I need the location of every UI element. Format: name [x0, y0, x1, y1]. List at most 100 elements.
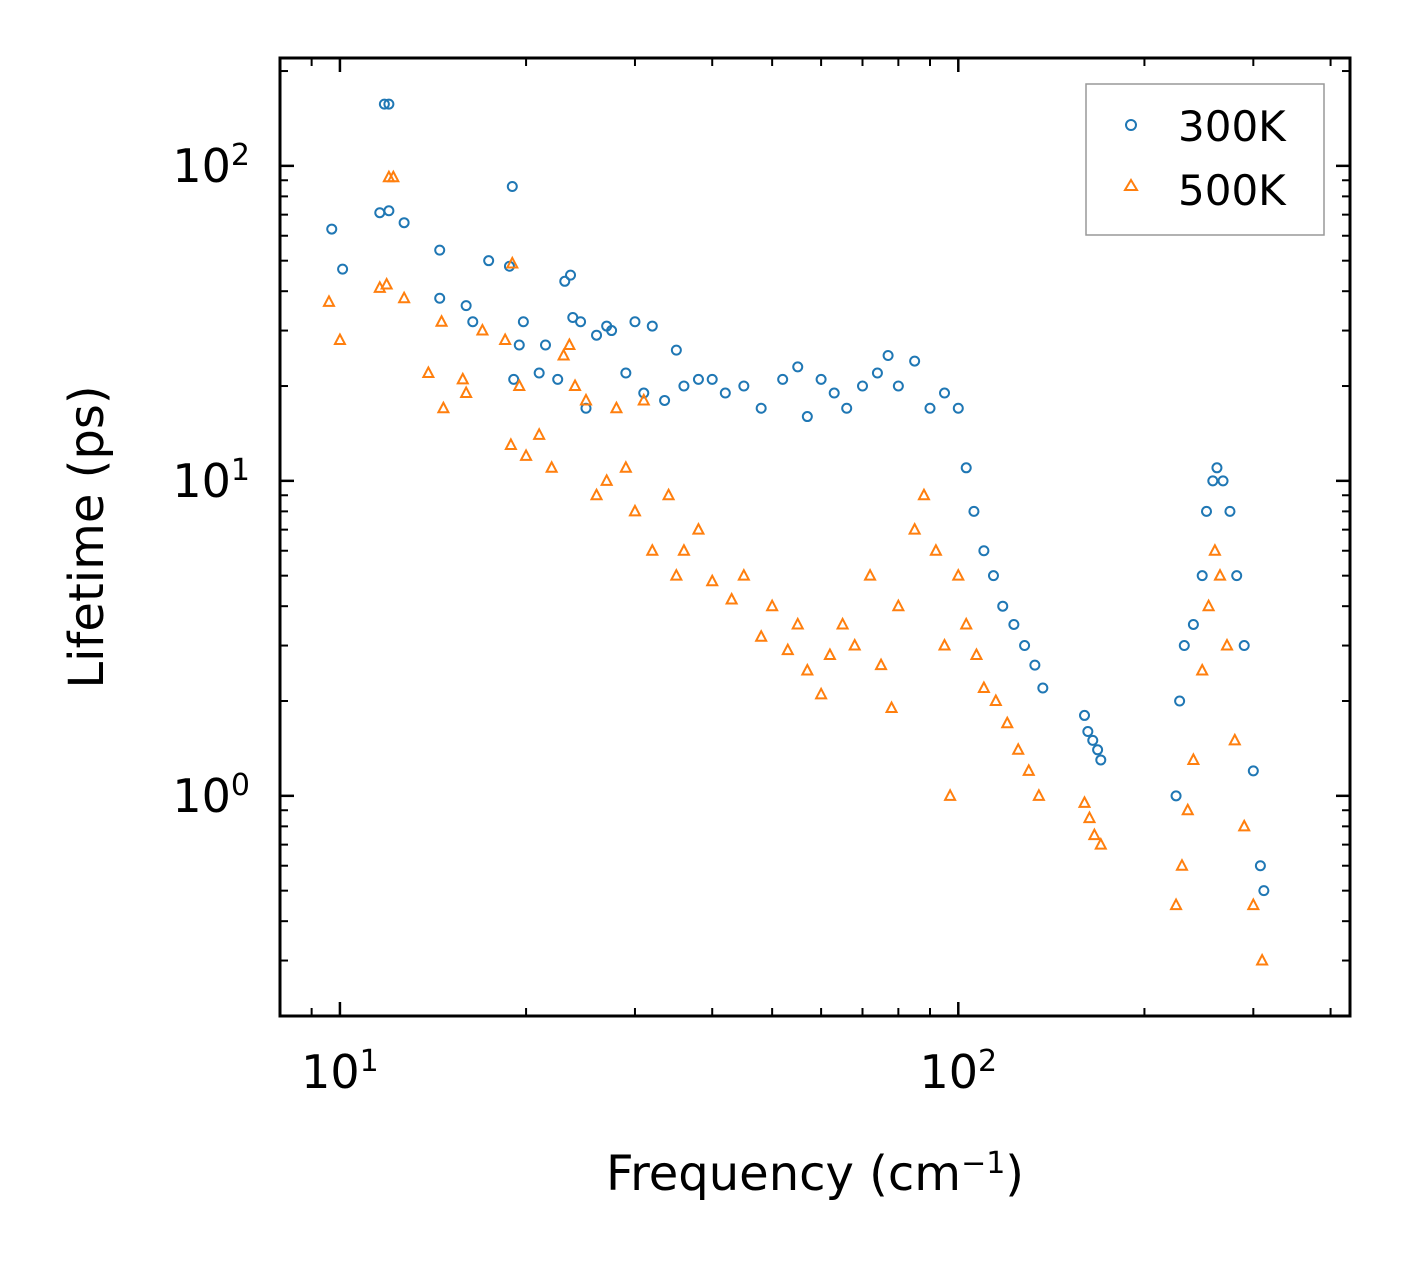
- data-point: [637, 392, 651, 406]
- x-tick-label: 102: [919, 1044, 997, 1100]
- data-point: [1258, 885, 1270, 897]
- data-point: [677, 543, 691, 556]
- data-point: [791, 616, 805, 630]
- data-point: [645, 543, 659, 556]
- data-point: [1037, 682, 1049, 694]
- data-point: [512, 378, 526, 392]
- data-point: [545, 460, 559, 473]
- legend-marker-500k: [1123, 178, 1139, 191]
- y-axis-label: Lifetime (ps): [59, 385, 115, 688]
- data-point: [1255, 952, 1269, 966]
- y-tick-label: 100: [172, 767, 250, 823]
- data-point: [777, 373, 789, 385]
- data-point: [434, 292, 446, 304]
- series-500K: [322, 169, 1269, 966]
- tick-labels: 101 102 100 101 102: [172, 137, 997, 1099]
- data-point: [513, 339, 525, 351]
- data-point: [619, 460, 633, 473]
- data-point: [1082, 810, 1097, 824]
- data-point: [333, 332, 347, 345]
- data-point: [891, 598, 906, 612]
- data-point: [568, 378, 582, 392]
- data-point: [1011, 742, 1025, 755]
- data-point: [629, 316, 641, 328]
- data-point: [929, 543, 943, 556]
- data-point: [483, 255, 495, 267]
- data-point: [379, 276, 394, 290]
- y-tick-label: 101: [172, 452, 250, 508]
- data-point: [337, 263, 349, 275]
- data-point: [460, 300, 472, 312]
- data-point: [1231, 570, 1243, 582]
- data-point: [1022, 763, 1036, 776]
- data-point: [1032, 788, 1046, 801]
- data-point: [765, 598, 779, 612]
- data-point: [951, 568, 965, 581]
- data-point: [939, 387, 951, 399]
- data-point: [579, 392, 593, 406]
- legend-label-500k: 500K: [1178, 166, 1287, 215]
- data-point: [498, 332, 512, 345]
- data-point: [1220, 637, 1234, 651]
- data-point: [638, 387, 650, 399]
- data-point: [421, 365, 436, 378]
- data-point: [892, 380, 904, 392]
- data-point: [533, 367, 545, 379]
- data-point: [505, 255, 519, 269]
- data-point: [871, 367, 883, 379]
- data-point: [609, 400, 624, 414]
- data-point: [997, 600, 1009, 612]
- data-point: [952, 402, 964, 414]
- data-point: [678, 380, 690, 392]
- data-point: [1174, 695, 1186, 707]
- data-point: [1092, 744, 1104, 756]
- data-point: [669, 568, 684, 581]
- data-point: [434, 244, 446, 256]
- data-point: [326, 223, 338, 235]
- data-point: [1224, 505, 1236, 517]
- data-point: [661, 487, 676, 501]
- data-point: [1195, 662, 1209, 676]
- data-point: [322, 294, 336, 307]
- data-point: [620, 367, 632, 379]
- data-point: [706, 373, 718, 385]
- data-point: [835, 616, 850, 630]
- data-point: [1087, 827, 1102, 841]
- data-point: [841, 402, 853, 414]
- legend-marker-300k: [1125, 119, 1137, 131]
- series-layer: [322, 98, 1270, 966]
- data-point: [1201, 598, 1216, 612]
- data-point: [705, 573, 719, 587]
- data-point: [1247, 765, 1259, 777]
- data-point: [1178, 640, 1190, 652]
- data-point: [475, 322, 490, 336]
- data-point: [801, 411, 813, 423]
- data-point: [959, 616, 973, 630]
- y-tick-label: 102: [172, 137, 250, 193]
- series-300K: [326, 98, 1270, 897]
- data-point: [755, 402, 767, 414]
- data-point: [924, 402, 936, 414]
- data-point: [1196, 570, 1208, 582]
- data-point: [1186, 752, 1201, 765]
- data-point: [989, 693, 1003, 707]
- x-tick-label: 101: [301, 1044, 379, 1100]
- data-point: [1008, 618, 1020, 630]
- data-point: [374, 207, 386, 219]
- data-point: [1077, 795, 1092, 808]
- data-point: [1079, 709, 1091, 721]
- data-point: [1246, 897, 1260, 911]
- data-point: [1207, 475, 1219, 487]
- data-point: [383, 205, 395, 217]
- data-point: [600, 473, 614, 486]
- data-point: [692, 373, 704, 385]
- data-point: [434, 314, 449, 327]
- data-point: [532, 427, 546, 440]
- data-point: [884, 700, 899, 714]
- data-point: [937, 637, 952, 651]
- axis-ticks: [279, 58, 1350, 1017]
- data-point: [552, 373, 564, 385]
- data-point: [589, 487, 604, 501]
- legend: 300K 500K: [1085, 83, 1325, 236]
